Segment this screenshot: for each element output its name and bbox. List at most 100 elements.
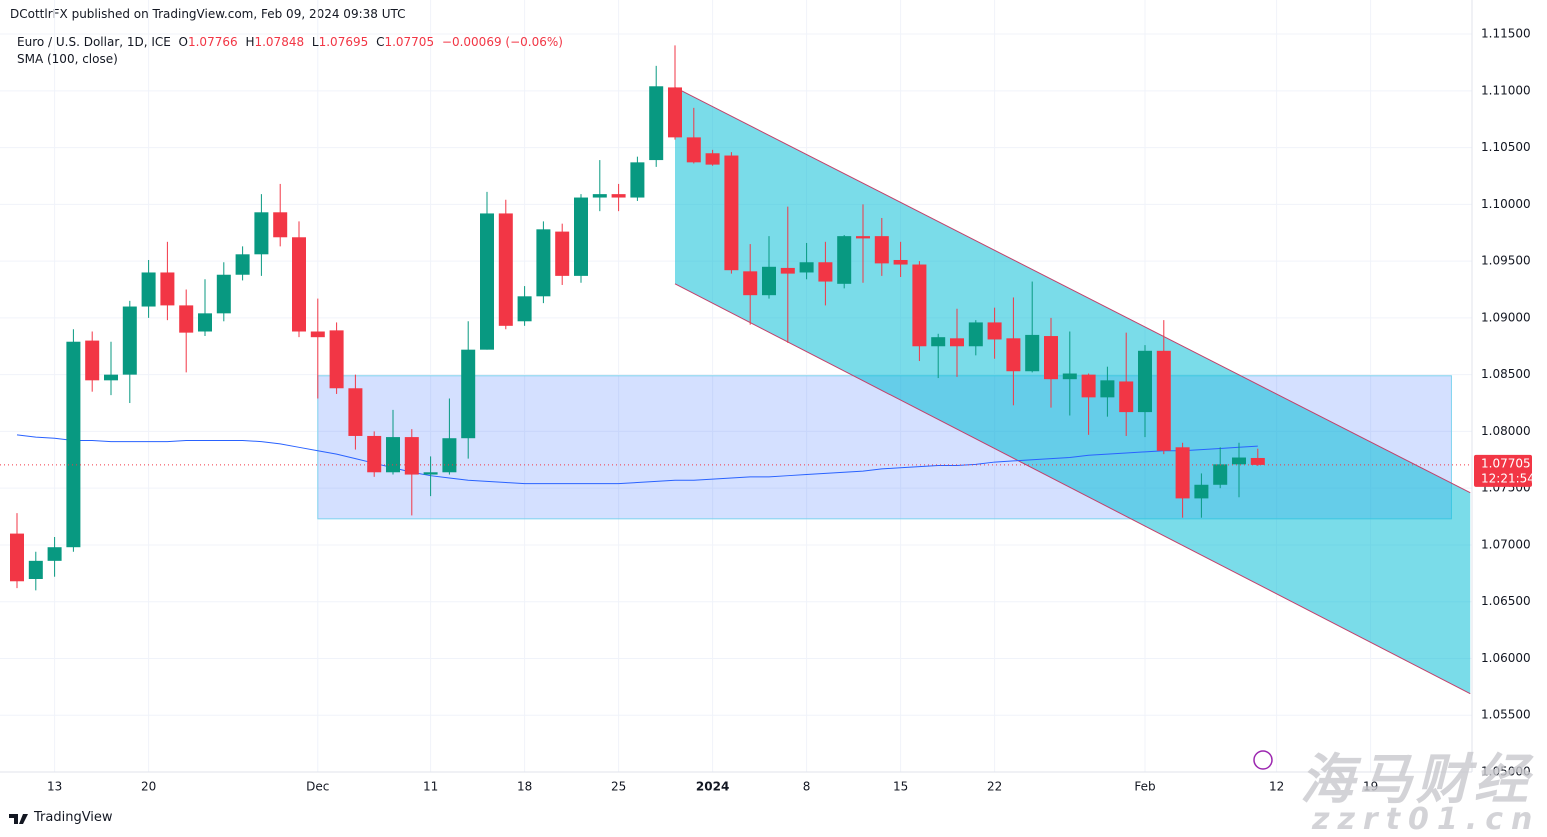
candle-body (47, 547, 62, 561)
price-tag-countdown: 12:21:54 (1481, 471, 1535, 485)
candle-body (837, 236, 852, 284)
x-tick-label: 8 (803, 780, 811, 794)
candle-body (28, 560, 43, 579)
candle-body (780, 267, 795, 274)
candle-body (1250, 457, 1265, 465)
y-tick-label: 1.09500 (1481, 254, 1531, 268)
candle-body (480, 213, 494, 350)
candle-body (1138, 350, 1152, 413)
candle-body (536, 229, 551, 297)
candle-body (592, 194, 607, 198)
y-tick-label: 1.08000 (1481, 424, 1531, 438)
candle-body (893, 259, 908, 265)
candle-body (818, 262, 833, 282)
symbol: Euro / U.S. Dollar, 1D, ICE (17, 35, 171, 49)
indicator-label: SMA (100, close) (17, 52, 118, 66)
y-tick-label: 1.08500 (1481, 367, 1531, 381)
candle-body (1100, 380, 1115, 398)
watermark-url: zzrt01.cn (1312, 802, 1541, 837)
candle-body (1062, 373, 1077, 380)
candle-body (254, 212, 269, 255)
y-tick-label: 1.10500 (1481, 140, 1531, 154)
candle-body (198, 313, 212, 332)
candle-body (85, 340, 100, 381)
logo (9, 814, 28, 824)
publish-header: DCottlrFX published on TradingView.com, … (10, 7, 406, 21)
x-tick-label: 12 (1269, 780, 1284, 794)
candle-body (987, 322, 1002, 340)
time-axis-bg (0, 772, 1547, 800)
candle-body (950, 338, 964, 347)
x-tick-label: Dec (306, 780, 329, 794)
y-tick-label: 1.11500 (1481, 27, 1531, 41)
candle-body (461, 349, 476, 439)
replay-icon (1253, 750, 1273, 770)
y-tick-label: 1.06500 (1481, 594, 1531, 608)
y-tick-label: 1.07000 (1481, 537, 1531, 551)
candle-body (122, 306, 137, 375)
ohlc-label: L (311, 35, 319, 49)
candle-body (160, 272, 175, 306)
candle-body (611, 194, 626, 198)
candle-body (762, 266, 776, 296)
candle-body (423, 472, 438, 475)
candle-body (912, 264, 927, 347)
candle-body (292, 237, 306, 332)
footer-brand: TradingView (34, 810, 113, 825)
ohlc-value: 1.07705 (384, 35, 435, 49)
ohlc-value: 1.07848 (254, 35, 305, 49)
candle-body (1175, 447, 1190, 499)
candle-body (555, 231, 570, 276)
candle-body (931, 337, 946, 347)
candle-body (724, 155, 739, 271)
ohlc-label: O (178, 35, 188, 49)
x-tick-label: 15 (893, 780, 908, 794)
y-tick-label: 1.09000 (1481, 310, 1531, 324)
candle-body (630, 162, 645, 198)
trend-channel (675, 87, 1471, 694)
candle-body (104, 374, 118, 381)
price-tag (1474, 454, 1532, 487)
candle-body (1119, 381, 1134, 413)
candle-body (1194, 484, 1209, 499)
candle-body (856, 236, 870, 239)
candle-body (310, 331, 325, 338)
candle-body (1081, 374, 1096, 398)
candle-body (1025, 334, 1040, 372)
ohlc-value: 1.07766 (187, 35, 238, 49)
x-tick-label: 13 (47, 780, 62, 794)
y-tick-label: 1.05000 (1481, 765, 1531, 779)
candle-body (348, 388, 363, 436)
candle-body (799, 262, 814, 273)
ohlc-value: 1.07695 (318, 35, 369, 49)
candle-body (179, 305, 194, 333)
candle-body (686, 137, 701, 163)
candle-body (273, 212, 288, 238)
candle-body (705, 153, 720, 165)
channel-upper-line (674, 86, 1471, 494)
candle-body (1213, 464, 1228, 485)
candle-body (668, 87, 682, 138)
candle-body (574, 197, 588, 276)
x-tick-label: 2024 (696, 780, 729, 794)
y-tick-label: 1.10000 (1481, 197, 1531, 211)
candle-body (1232, 457, 1246, 465)
price-axis-bg (1472, 0, 1547, 772)
candle-body (442, 438, 457, 473)
candle-body (329, 330, 344, 389)
candle-body (10, 533, 24, 582)
y-tick-label: 1.06000 (1481, 651, 1531, 665)
x-tick-label: 18 (517, 780, 532, 794)
x-tick-label: 25 (611, 780, 626, 794)
x-tick-label: 22 (987, 780, 1002, 794)
candle-body (1044, 336, 1058, 380)
candle-body (386, 437, 400, 473)
sma-line (16, 434, 1258, 485)
candle-body (216, 274, 231, 314)
candle-body (517, 296, 532, 322)
x-tick-label: 11 (423, 780, 438, 794)
x-tick-label: 20 (141, 780, 156, 794)
change: −0.00069 (−0.06%) (441, 35, 563, 49)
